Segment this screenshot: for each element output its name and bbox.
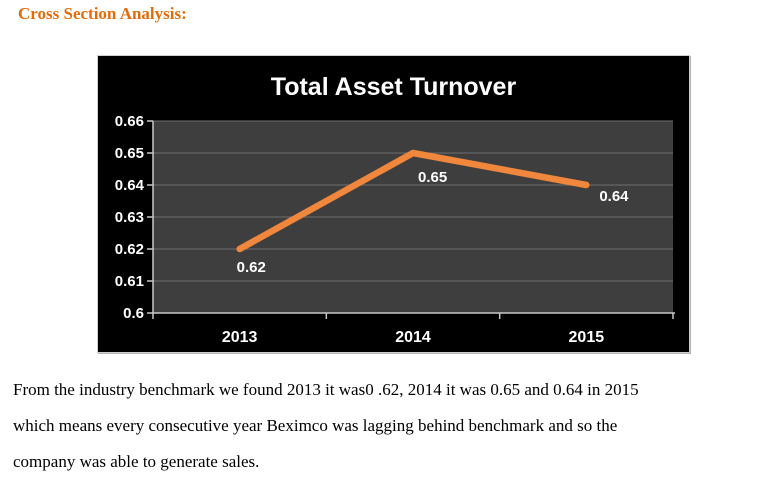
paragraph-line-3: company was able to generate sales. bbox=[13, 452, 260, 471]
data-label: 0.62 bbox=[237, 259, 266, 276]
data-label: 0.65 bbox=[418, 169, 447, 186]
y-axis-tick-label: 0.65 bbox=[115, 145, 144, 162]
y-axis-tick-label: 0.6 bbox=[123, 305, 144, 322]
x-axis-tick-label: 2014 bbox=[395, 329, 431, 346]
data-label: 0.64 bbox=[599, 188, 629, 205]
series-line bbox=[236, 149, 590, 253]
chart-title: Total Asset Turnover bbox=[270, 73, 517, 101]
y-axis-tick-label: 0.62 bbox=[115, 241, 144, 258]
total-asset-turnover-chart: Total Asset Turnover 0.6 0.61 0.62 0.63 0.64… bbox=[97, 55, 690, 353]
section-heading: Cross Section Analysis: bbox=[18, 4, 187, 23]
analysis-paragraph: From the industry benchmark we found 201… bbox=[13, 372, 761, 480]
paragraph-line-2: which means every consecutive year Bexim… bbox=[13, 416, 618, 435]
chart-plot-area: 0.6 0.61 0.62 0.63 0.64 0.65 0.66 2013 2014 2015 0… bbox=[115, 113, 675, 346]
y-axis-tick-label: 0.63 bbox=[115, 209, 144, 226]
y-axis-tick-label: 0.64 bbox=[115, 177, 145, 194]
y-axis-tick-label: 0.66 bbox=[115, 113, 144, 130]
paragraph-line-1: From the industry benchmark we found 201… bbox=[13, 380, 639, 399]
x-axis-tick-label: 2015 bbox=[569, 329, 605, 346]
y-axis-tick-label: 0.61 bbox=[115, 273, 144, 290]
x-axis-tick-label: 2013 bbox=[222, 329, 258, 346]
